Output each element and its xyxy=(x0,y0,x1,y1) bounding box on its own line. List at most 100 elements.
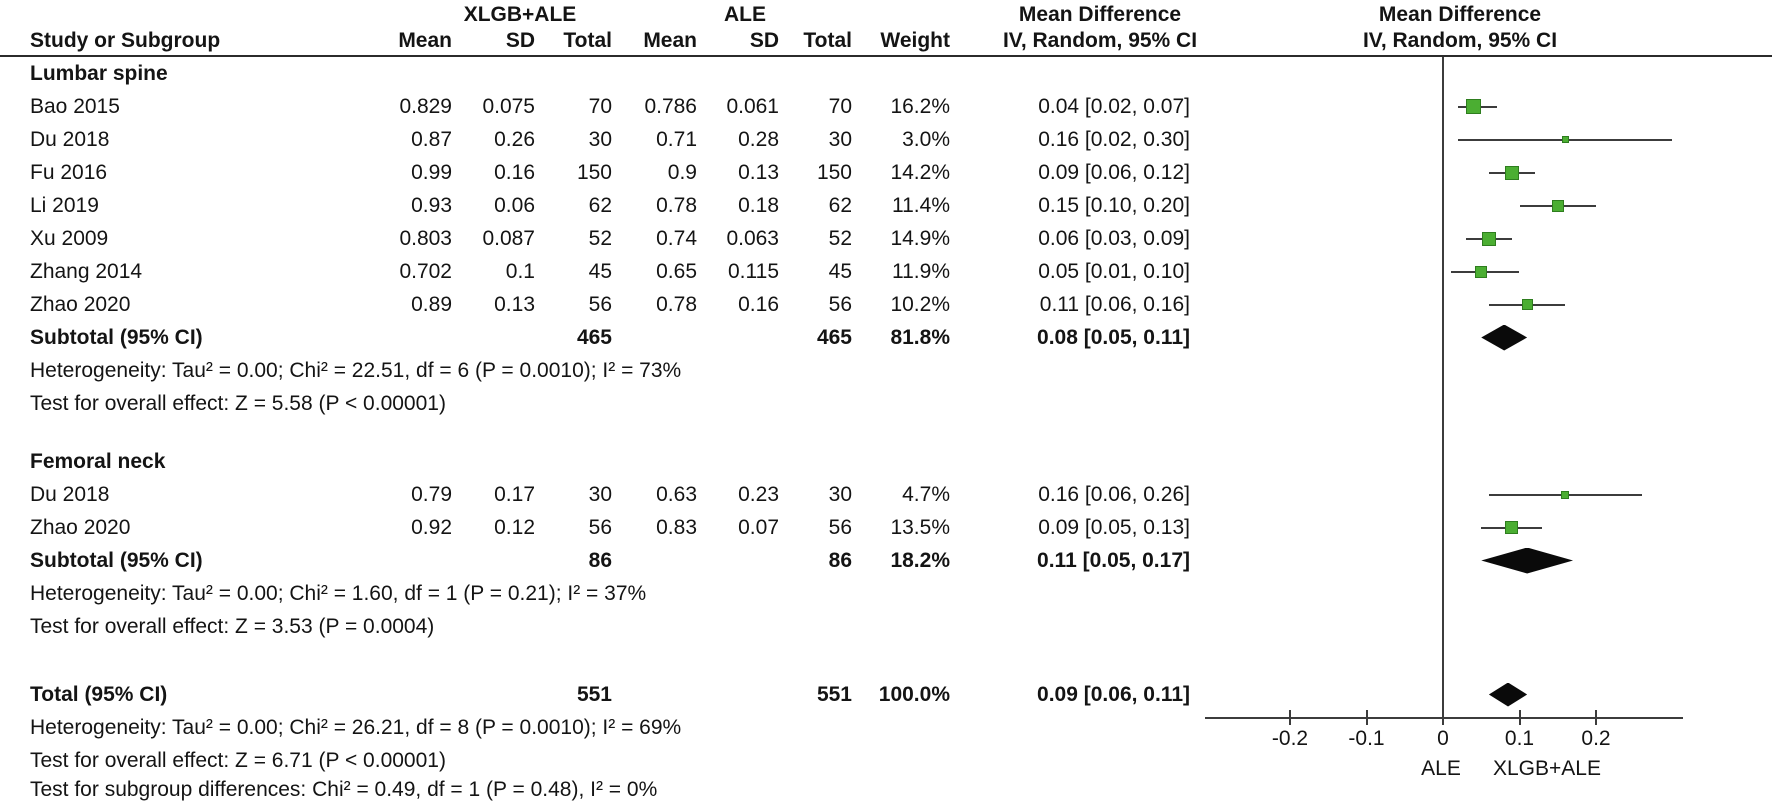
study-label: Du 2018 xyxy=(30,483,110,506)
cell-value: 13.5% xyxy=(890,516,950,539)
cell-value: 0.09 [0.06, 0.12] xyxy=(1038,161,1190,184)
cell-value: 14.2% xyxy=(890,161,950,184)
cell-value: 0.83 xyxy=(656,516,697,539)
cell-value: 30 xyxy=(828,483,852,506)
cell-value: 81.8% xyxy=(890,326,950,349)
cell-value: 465 xyxy=(816,326,852,349)
axis-tick xyxy=(1289,710,1291,725)
cell-value: 0.09 [0.05, 0.13] xyxy=(1038,516,1190,539)
study-label: Li 2019 xyxy=(30,194,99,217)
cell-value: 0.16 xyxy=(738,293,779,316)
col-mean1-header: Mean xyxy=(398,29,452,52)
col-method-header-right: IV, Random, 95% CI xyxy=(1362,29,1558,52)
cell-value: 0.06 xyxy=(494,194,535,217)
cell-value: 86 xyxy=(828,549,852,572)
effect-marker xyxy=(1504,165,1519,180)
cell-value: 0.92 xyxy=(411,516,452,539)
cell-value: 0.9 xyxy=(667,161,697,184)
study-label: Zhao 2020 xyxy=(30,293,131,316)
cell-value: 3.0% xyxy=(902,128,950,151)
cell-value: 150 xyxy=(816,161,852,184)
cell-value: 0.075 xyxy=(482,95,535,118)
study-label: Xu 2009 xyxy=(30,227,109,250)
total-label: Total (95% CI) xyxy=(30,683,168,706)
overall-effect-text: Test for overall effect: Z = 6.71 (P < 0… xyxy=(30,749,446,772)
group1-header: XLGB+ALE xyxy=(463,3,577,26)
effect-marker xyxy=(1481,231,1496,246)
study-row: Zhao 2020 0.89 0.13 56 0.78 0.16 56 10.2% 0.11 [… xyxy=(0,288,1772,321)
cell-value: 0.115 xyxy=(728,260,779,283)
table-row: Test for overall effect: Z = 6.71 (P < 0… xyxy=(0,744,1772,777)
axis-tick-label: -0.2 xyxy=(1271,727,1309,750)
axis-right-favours-label: XLGB+ALE xyxy=(1493,757,1601,780)
cell-value: 0.087 xyxy=(482,227,535,250)
cell-value: 0.16 xyxy=(494,161,535,184)
cell-value: 18.2% xyxy=(890,549,950,572)
cell-value: 0.65 xyxy=(656,260,697,283)
summary-diamond xyxy=(1481,324,1528,351)
total-row: Total (95% CI) 551 551 100.0% 0.09 [0.06, 0.… xyxy=(0,678,1772,711)
effect-marker xyxy=(1505,521,1519,534)
subtotal-label: Subtotal (95% CI) xyxy=(30,326,203,349)
table-row: Heterogeneity: Tau² = 0.00; Chi² = 1.60,… xyxy=(0,577,1772,610)
study-label: Bao 2015 xyxy=(30,95,120,118)
study-label: Zhao 2020 xyxy=(30,516,131,539)
table-row: Heterogeneity: Tau² = 0.00; Chi² = 26.21… xyxy=(0,711,1772,744)
cell-value: 0.1 xyxy=(505,260,535,283)
col-weight-header: Weight xyxy=(880,29,950,52)
cell-value: 150 xyxy=(576,161,612,184)
effect-marker xyxy=(1551,199,1564,212)
study-row: Fu 2016 0.99 0.16 150 0.9 0.13 150 14.2% 0.09 [0… xyxy=(0,156,1772,189)
cell-value: 465 xyxy=(576,326,612,349)
col-method-header-left: IV, Random, 95% CI xyxy=(1002,29,1198,52)
cell-value: 0.16 [0.02, 0.30] xyxy=(1038,128,1190,151)
study-row: Bao 2015 0.829 0.075 70 0.786 0.061 70 16.2% 0.0… xyxy=(0,90,1772,123)
axis-left-favours-label: ALE xyxy=(1421,757,1461,780)
axis-tick-label: -0.1 xyxy=(1348,727,1385,750)
x-axis-line xyxy=(1205,717,1683,719)
effect-marker xyxy=(1561,490,1570,499)
study-row: Du 2018 0.79 0.17 30 0.63 0.23 30 4.7% 0.16 [0.0… xyxy=(0,478,1772,511)
effect-marker xyxy=(1475,265,1488,278)
cell-value: 11.4% xyxy=(892,194,950,217)
cell-value: 56 xyxy=(828,293,852,316)
cell-value: 62 xyxy=(588,194,612,217)
subtotal-row: Subtotal (95% CI) 465 465 81.8% 0.08 [0.05, … xyxy=(0,321,1772,354)
effect-marker xyxy=(1466,99,1482,114)
cell-value: 0.803 xyxy=(399,227,452,250)
table-row: Femoral neck xyxy=(0,445,1772,478)
cell-value: 0.79 xyxy=(411,483,452,506)
study-label: Du 2018 xyxy=(30,128,110,151)
effect-header-left: Mean Difference xyxy=(1018,3,1182,26)
cell-value: 0.63 xyxy=(656,483,697,506)
subtotal-row: Subtotal (95% CI) 86 86 18.2% 0.11 [0.05, 0.… xyxy=(0,544,1772,577)
cell-value: 45 xyxy=(828,260,852,283)
cell-value: 45 xyxy=(588,260,612,283)
col-total1-header: Total xyxy=(563,29,612,52)
table-row: Test for overall effect: Z = 3.53 (P = 0… xyxy=(0,610,1772,643)
cell-value: 0.26 xyxy=(494,128,535,151)
cell-value: 0.702 xyxy=(399,260,452,283)
study-row: Li 2019 0.93 0.06 62 0.78 0.18 62 11.4% 0.15 [0.… xyxy=(0,189,1772,222)
cell-value: 0.71 xyxy=(656,128,697,151)
cell-value: 0.15 [0.10, 0.20] xyxy=(1038,194,1190,217)
col-sd2-header: SD xyxy=(749,29,779,52)
cell-value: 4.7% xyxy=(902,483,950,506)
cell-value: 0.11 [0.05, 0.17] xyxy=(1037,549,1190,572)
summary-diamond xyxy=(1488,682,1528,707)
axis-tick xyxy=(1595,710,1597,725)
cell-value: 0.23 xyxy=(738,483,779,506)
study-label: Zhang 2014 xyxy=(30,260,143,283)
col-total2-header: Total xyxy=(803,29,852,52)
cell-value: 0.28 xyxy=(738,128,779,151)
cell-value: 0.13 xyxy=(738,161,779,184)
cell-value: 0.18 xyxy=(738,194,779,217)
cell-value: 0.786 xyxy=(644,95,697,118)
study-label: Fu 2016 xyxy=(30,161,108,184)
cell-value: 56 xyxy=(588,516,612,539)
study-row: Zhao 2020 0.92 0.12 56 0.83 0.07 56 13.5% 0.09 [… xyxy=(0,511,1772,544)
cell-value: 0.04 [0.02, 0.07] xyxy=(1038,95,1190,118)
axis-tick-label: 0.1 xyxy=(1504,727,1535,750)
header-rule xyxy=(0,55,1772,57)
